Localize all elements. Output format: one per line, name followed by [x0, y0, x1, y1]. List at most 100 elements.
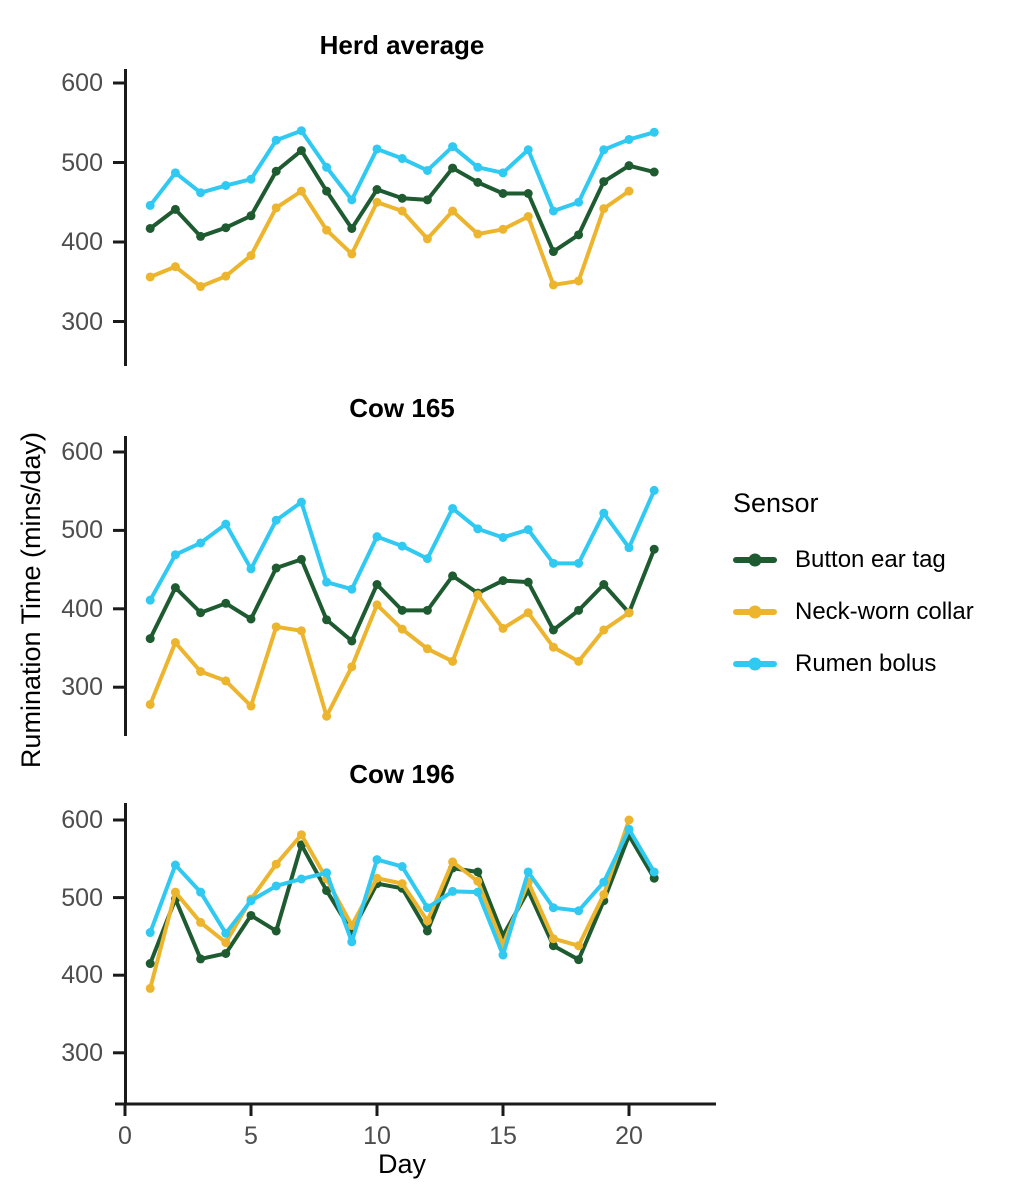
data-point-neck-worn-collar [221, 676, 231, 686]
data-point-neck-worn-collar [498, 224, 508, 234]
data-point-button-ear-tag [397, 193, 407, 203]
data-point-neck-worn-collar [473, 876, 483, 886]
data-point-rumen-bolus [145, 200, 155, 210]
data-point-button-ear-tag [523, 577, 533, 587]
legend-key-line-icon [733, 657, 777, 671]
data-point-button-ear-tag [347, 223, 357, 233]
data-point-button-ear-tag [422, 195, 432, 205]
data-point-neck-worn-collar [448, 857, 458, 867]
data-point-rumen-bolus [271, 135, 281, 145]
data-point-neck-worn-collar [196, 282, 206, 292]
data-point-button-ear-tag [649, 544, 659, 554]
data-point-button-ear-tag [271, 563, 281, 573]
data-point-rumen-bolus [548, 903, 558, 913]
data-point-rumen-bolus [574, 197, 584, 207]
legend-title: Sensor [733, 488, 819, 518]
data-point-rumen-bolus [397, 541, 407, 551]
data-point-rumen-bolus [498, 950, 508, 960]
data-point-neck-worn-collar [347, 662, 357, 672]
data-point-rumen-bolus [473, 887, 483, 897]
panel-title-cow-165: Cow 165 [349, 393, 455, 423]
data-point-rumen-bolus [498, 532, 508, 542]
data-point-neck-worn-collar [599, 625, 609, 635]
data-point-button-ear-tag [196, 608, 206, 618]
data-point-button-ear-tag [196, 231, 206, 241]
y-tick-label: 600 [61, 438, 103, 466]
data-point-neck-worn-collar [296, 830, 306, 840]
data-point-rumen-bolus [170, 860, 180, 870]
data-point-neck-worn-collar [448, 206, 458, 216]
x-tick-label: 15 [489, 1122, 517, 1150]
data-point-neck-worn-collar [473, 590, 483, 600]
data-point-neck-worn-collar [548, 642, 558, 652]
x-axis-label: Day [377, 1149, 426, 1179]
data-point-rumen-bolus [523, 525, 533, 535]
data-point-neck-worn-collar [170, 887, 180, 897]
data-point-rumen-bolus [296, 874, 306, 884]
data-point-rumen-bolus [548, 558, 558, 568]
data-point-neck-worn-collar [548, 934, 558, 944]
data-point-neck-worn-collar [170, 262, 180, 272]
data-point-rumen-bolus [322, 577, 332, 587]
data-point-neck-worn-collar [498, 623, 508, 633]
data-point-neck-worn-collar [397, 879, 407, 889]
data-point-button-ear-tag [221, 223, 231, 233]
x-tick-label: 5 [244, 1122, 258, 1150]
x-tick-label: 10 [363, 1122, 391, 1150]
data-point-neck-worn-collar [296, 626, 306, 636]
data-point-button-ear-tag [322, 186, 332, 196]
data-point-neck-worn-collar [145, 983, 155, 993]
data-point-rumen-bolus [196, 887, 206, 897]
data-point-button-ear-tag [422, 926, 432, 936]
data-point-button-ear-tag [422, 605, 432, 615]
data-point-rumen-bolus [649, 867, 659, 877]
data-point-neck-worn-collar [624, 608, 634, 618]
data-point-rumen-bolus [196, 188, 206, 198]
series-line-neck-worn-collar [148, 592, 631, 719]
data-point-rumen-bolus [574, 558, 584, 568]
data-point-neck-worn-collar [574, 276, 584, 286]
y-tick-label: 400 [61, 228, 103, 256]
legend-key-dot-icon [748, 605, 762, 619]
data-point-button-ear-tag [599, 177, 609, 187]
data-point-button-ear-tag [145, 634, 155, 644]
data-point-neck-worn-collar [523, 212, 533, 222]
data-point-rumen-bolus [548, 206, 558, 216]
legend-entry-label: Neck-worn collar [795, 598, 974, 625]
data-point-rumen-bolus [599, 877, 609, 887]
data-point-button-ear-tag [649, 167, 659, 177]
y-tick-label: 500 [61, 516, 103, 545]
data-point-neck-worn-collar [221, 271, 231, 281]
data-point-rumen-bolus [322, 162, 332, 172]
legend-key-dot-icon [748, 553, 762, 567]
panel-title-cow-196: Cow 196 [349, 759, 455, 789]
legend-key-line-icon [733, 553, 777, 567]
data-point-button-ear-tag [574, 605, 584, 615]
data-point-neck-worn-collar [271, 203, 281, 213]
data-point-rumen-bolus [221, 181, 231, 191]
data-point-neck-worn-collar [372, 873, 382, 883]
data-point-rumen-bolus [246, 174, 256, 184]
data-point-button-ear-tag [347, 636, 357, 646]
data-point-rumen-bolus [624, 543, 634, 553]
data-point-neck-worn-collar [422, 234, 432, 244]
data-point-button-ear-tag [523, 189, 533, 199]
data-point-button-ear-tag [372, 185, 382, 195]
data-point-neck-worn-collar [170, 638, 180, 648]
data-point-button-ear-tag [574, 230, 584, 240]
data-point-button-ear-tag [246, 211, 256, 221]
series-line-neck-worn-collar [148, 818, 631, 991]
data-point-rumen-bolus [574, 906, 584, 916]
y-tick-label: 600 [61, 69, 103, 97]
data-point-rumen-bolus [322, 868, 332, 878]
data-point-neck-worn-collar [599, 889, 609, 899]
data-point-rumen-bolus [448, 142, 458, 152]
data-point-rumen-bolus [372, 144, 382, 154]
data-point-rumen-bolus [347, 584, 357, 594]
data-point-button-ear-tag [498, 189, 508, 199]
data-point-neck-worn-collar [271, 622, 281, 632]
data-point-button-ear-tag [221, 948, 231, 958]
data-point-button-ear-tag [196, 954, 206, 964]
data-point-rumen-bolus [624, 824, 634, 834]
